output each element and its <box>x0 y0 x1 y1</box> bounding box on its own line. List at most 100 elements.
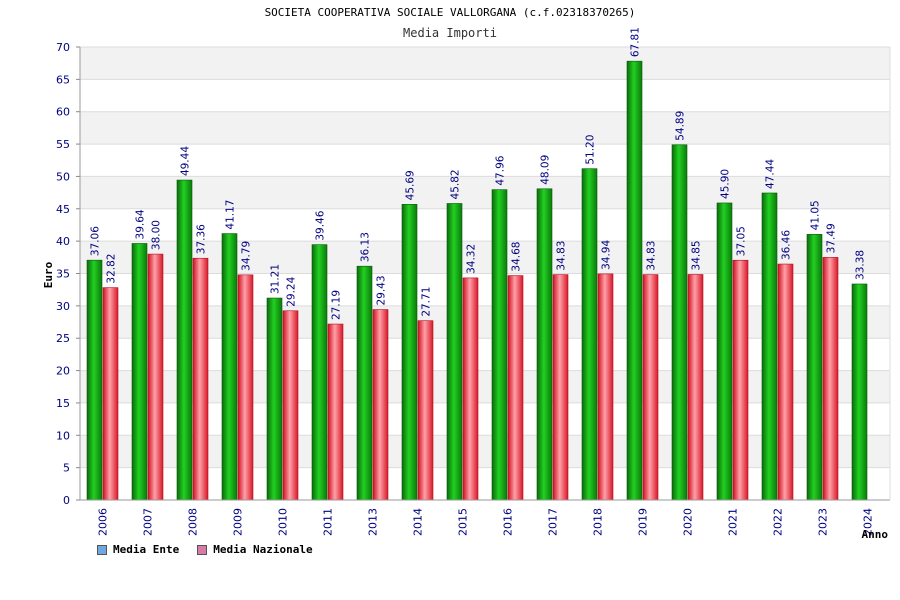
y-tick-label: 15 <box>56 397 70 410</box>
bar <box>761 192 778 501</box>
legend-swatch-nazionale <box>197 544 208 555</box>
data-label: 29.24 <box>286 276 298 306</box>
bar <box>552 274 569 501</box>
bar <box>491 189 508 501</box>
bar <box>581 168 598 501</box>
bar <box>417 320 434 501</box>
data-label: 34.85 <box>691 240 703 270</box>
bar <box>446 203 463 501</box>
grid-band <box>80 370 890 403</box>
bar <box>372 309 389 501</box>
grid-band <box>80 305 890 339</box>
bar <box>822 257 839 501</box>
data-label: 32.82 <box>106 254 118 284</box>
x-tick-label: 2019 <box>637 508 650 536</box>
data-label: 37.05 <box>736 226 748 256</box>
x-tick-label: 2017 <box>547 508 560 536</box>
grid-band <box>80 111 890 145</box>
x-tick-label: 2018 <box>592 508 605 536</box>
x-tick-label: 2024 <box>862 508 875 536</box>
data-label: 41.17 <box>225 200 237 230</box>
data-label: 37.36 <box>196 224 208 254</box>
data-label: 37.49 <box>826 223 838 253</box>
bar <box>147 253 164 501</box>
data-label: 67.81 <box>630 27 642 57</box>
data-label: 34.79 <box>241 241 253 271</box>
data-label: 29.43 <box>376 275 388 305</box>
bar <box>777 263 794 501</box>
x-axis-title: Anno <box>862 528 889 541</box>
bar <box>851 283 868 501</box>
x-tick-label: 2009 <box>232 508 245 536</box>
data-label: 51.20 <box>585 135 597 165</box>
x-tick-label: 2016 <box>502 508 515 536</box>
data-label: 41.05 <box>810 200 822 230</box>
x-tick-label: 2007 <box>142 508 155 536</box>
chart-title: SOCIETA COOPERATIVA SOCIALE VALLORGANA (… <box>264 6 636 19</box>
bar <box>597 273 614 501</box>
data-label: 47.96 <box>495 155 507 185</box>
legend-swatch-ente <box>97 544 107 555</box>
grid-band <box>80 435 890 468</box>
data-label: 47.44 <box>765 159 777 189</box>
legend-item-ente: Media Ente <box>97 543 179 556</box>
data-label: 37.06 <box>90 226 102 256</box>
data-label: 36.46 <box>781 230 793 260</box>
x-tick-label: 2014 <box>412 508 425 536</box>
y-tick-label: 40 <box>56 235 70 248</box>
x-tick-label: 2020 <box>682 508 695 536</box>
x-tick-label: 2015 <box>457 508 470 536</box>
bar <box>282 310 299 501</box>
bar <box>626 60 643 501</box>
x-tick-label: 2008 <box>187 508 200 536</box>
bar <box>311 244 328 501</box>
bar <box>536 188 553 501</box>
y-tick-label: 55 <box>56 138 70 151</box>
y-tick-label: 10 <box>56 429 70 442</box>
data-label: 34.32 <box>466 244 478 274</box>
grid-band <box>80 47 890 80</box>
bar <box>102 287 119 501</box>
y-tick-label: 0 <box>63 494 70 507</box>
y-tick-label: 65 <box>56 73 70 86</box>
legend-item-nazionale: Media Nazionale <box>197 543 313 556</box>
data-label: 39.64 <box>135 209 147 239</box>
data-label: 27.19 <box>331 290 343 320</box>
x-tick-label: 2013 <box>367 508 380 536</box>
data-label: 27.71 <box>421 287 433 317</box>
x-tick-label: 2023 <box>817 508 830 536</box>
bar <box>266 297 283 501</box>
x-tick-label: 2021 <box>727 508 740 536</box>
bar <box>221 233 238 501</box>
bar <box>131 243 148 501</box>
bar <box>507 275 524 501</box>
data-label: 34.68 <box>511 242 523 272</box>
data-label: 39.46 <box>315 210 327 240</box>
bar <box>237 274 254 501</box>
bar <box>671 144 688 501</box>
y-tick-label: 20 <box>56 365 70 378</box>
bar <box>192 257 209 501</box>
x-tick-label: 2010 <box>277 508 290 536</box>
y-tick-label: 35 <box>56 268 70 281</box>
data-label: 38.00 <box>151 220 163 250</box>
bar <box>401 204 418 501</box>
grid-band <box>80 176 890 209</box>
data-label: 34.83 <box>646 241 658 271</box>
bar <box>176 179 193 501</box>
bar <box>732 259 749 501</box>
y-tick-label: 30 <box>56 300 70 313</box>
y-tick-label: 5 <box>63 462 70 475</box>
bar <box>806 234 823 501</box>
data-label: 45.82 <box>450 169 462 199</box>
data-label: 33.38 <box>855 250 867 280</box>
bar <box>462 277 479 501</box>
y-axis-title: Euro <box>42 261 55 288</box>
data-label: 45.90 <box>720 169 732 199</box>
y-tick-label: 45 <box>56 203 70 216</box>
bar <box>642 274 659 501</box>
bar <box>356 265 373 501</box>
legend-label-ente: Media Ente <box>113 543 180 556</box>
